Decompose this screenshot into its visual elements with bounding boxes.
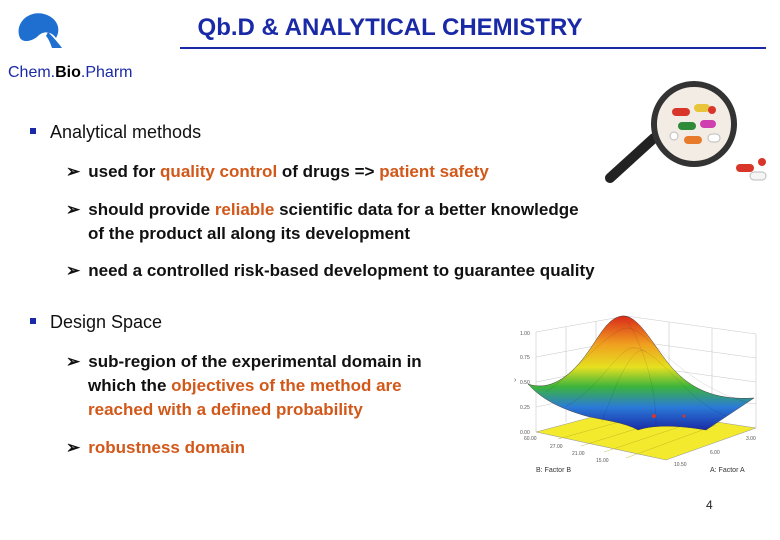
x-tick: 3.00 bbox=[746, 436, 756, 442]
arrow-bullet-icon: ➢ bbox=[66, 261, 81, 280]
section-design-space: Design Space bbox=[30, 312, 162, 333]
x-tick: 27.00 bbox=[550, 444, 563, 450]
x-tick: 15.00 bbox=[596, 458, 609, 464]
logo-icon bbox=[18, 13, 62, 48]
list-item: ➢ used for quality control of drugs => pa… bbox=[66, 162, 489, 181]
axis-b-label: B: Factor B bbox=[536, 467, 571, 474]
page-number: 4 bbox=[706, 498, 713, 512]
z-tick: 1.00 bbox=[520, 331, 530, 337]
brand-pharm: .Pharm bbox=[80, 64, 133, 81]
arrow-bullet-icon: ➢ bbox=[66, 352, 81, 371]
arrow-bullet-icon: ➢ bbox=[66, 162, 81, 181]
svg-text:›: › bbox=[514, 377, 517, 384]
x-tick: 6.00 bbox=[710, 450, 720, 456]
title-divider bbox=[180, 47, 766, 49]
list-item: ➢ sub-region of the experimental domain i… bbox=[66, 352, 422, 419]
z-tick: 0.75 bbox=[520, 355, 530, 361]
section-label: Design Space bbox=[50, 312, 163, 332]
brand-chem: Chem. bbox=[8, 64, 56, 81]
axis-a-label: A: Factor A bbox=[710, 467, 745, 474]
brand-bio: Bio bbox=[55, 64, 81, 81]
z-tick: 0.25 bbox=[520, 405, 530, 411]
x-tick: 10.50 bbox=[674, 462, 687, 468]
section-analytical-methods: Analytical methods bbox=[30, 122, 201, 143]
bullet-square-icon bbox=[30, 318, 36, 325]
arrow-bullet-icon: ➢ bbox=[66, 200, 81, 219]
list-item: ➢ robustness domain bbox=[66, 438, 246, 457]
list-item: ➢ should provide reliable scientific data… bbox=[66, 200, 579, 243]
list-item: ➢ need a controlled risk-based developmen… bbox=[66, 261, 595, 280]
bullet-square-icon bbox=[30, 128, 36, 135]
page-title: Qb.D & ANALYTICAL CHEMISTRY bbox=[197, 14, 583, 41]
x-tick: 60.00 bbox=[524, 436, 537, 442]
design-space-surface-plot: 1.00 0.75 0.50 0.25 0.00 60.00 27.00 21.… bbox=[514, 315, 757, 474]
magnifier-icon bbox=[605, 81, 767, 183]
z-tick: 0.00 bbox=[520, 430, 530, 436]
arrow-bullet-icon: ➢ bbox=[66, 438, 81, 457]
section-label: Analytical methods bbox=[50, 122, 202, 142]
z-tick: 0.50 bbox=[520, 380, 530, 386]
x-tick: 21.00 bbox=[572, 451, 585, 457]
brand-name: Chem.Bio.Pharm bbox=[8, 64, 132, 82]
